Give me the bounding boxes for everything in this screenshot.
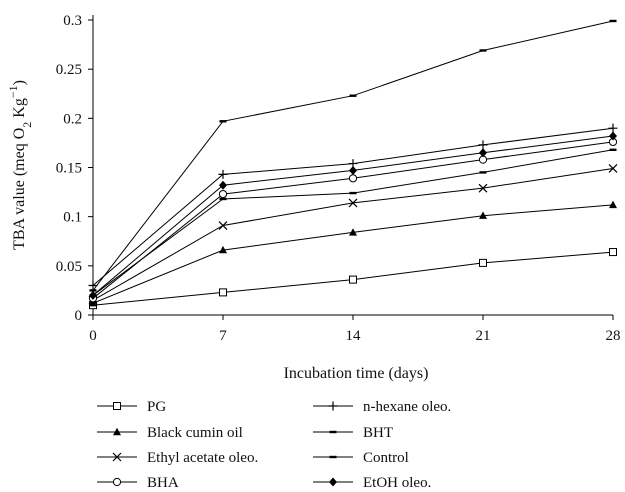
legend-marker — [329, 477, 337, 487]
data-point — [348, 174, 358, 183]
data-point — [219, 120, 227, 123]
data-point — [89, 299, 97, 307]
data-point — [349, 191, 357, 195]
legend-item: n-hexane oleo. — [313, 399, 451, 415]
y-axis-title-sup: −1 — [6, 85, 20, 98]
y-tick-label: 0.05 — [56, 259, 82, 275]
legend: PG Black cumin oil Ethyl acetate oleo. BHA n… — [97, 399, 451, 491]
data-point — [478, 183, 488, 193]
y-tick-label: 0.15 — [56, 161, 82, 177]
x-tick-label: 14 — [346, 328, 362, 344]
data-point — [479, 49, 487, 52]
legend-marker — [112, 452, 122, 462]
y-axis-title-prefix: TBA value (meq O — [11, 128, 28, 250]
legend-item: PG — [97, 399, 166, 415]
legend-item: EtOH oleo. — [313, 475, 431, 491]
series-line — [92, 204, 614, 304]
x-tick-label: 28 — [606, 328, 621, 344]
data-point — [349, 275, 357, 284]
legend-marker — [329, 455, 337, 459]
legend-label: Ethyl acetate oleo. — [147, 450, 258, 466]
legend-label: Control — [363, 450, 409, 466]
y-tick-label: 0.2 — [63, 111, 82, 127]
data-point — [348, 198, 358, 208]
data-point — [609, 148, 617, 151]
y-tick-label: 0 — [75, 308, 83, 324]
x-tick-label: 7 — [219, 328, 227, 344]
data-point — [219, 245, 227, 254]
series-pg — [89, 248, 617, 310]
series-line — [92, 127, 614, 286]
data-point — [349, 228, 357, 236]
y-tick-label: 0.1 — [63, 210, 82, 226]
series-control — [89, 19, 617, 292]
series-etoh-oleo — [89, 131, 617, 300]
data-point — [479, 148, 487, 158]
data-point — [608, 123, 618, 133]
data-point — [219, 180, 227, 190]
data-point — [609, 131, 617, 141]
data-point — [349, 165, 357, 175]
data-point — [479, 211, 487, 219]
plot-series — [88, 19, 618, 310]
data-point — [219, 197, 227, 201]
y-axis-title-mid: Kg — [11, 98, 28, 122]
legend-item: Control — [313, 450, 409, 466]
legend-label: EtOH oleo. — [363, 475, 431, 491]
data-point — [349, 94, 357, 97]
legend-label: BHT — [363, 425, 393, 441]
data-point — [218, 189, 228, 199]
data-point — [218, 169, 228, 179]
series-n-hexane-oleo — [88, 123, 618, 290]
x-tick-label: 21 — [476, 328, 491, 344]
legend-marker — [328, 401, 338, 411]
y-axis-title-sub: 2 — [20, 122, 34, 128]
x-tick-label: 0 — [89, 328, 97, 344]
legend-item: BHA — [97, 475, 179, 491]
data-point — [479, 171, 487, 174]
data-point — [89, 290, 97, 300]
axes: 0 0.05 0.1 0.15 0.2 0.25 0.3 0 7 14 21 28 — [56, 13, 621, 344]
data-point — [609, 19, 617, 23]
legend-label: n-hexane oleo. — [363, 399, 451, 415]
data-point — [219, 288, 227, 297]
legend-marker — [113, 427, 121, 436]
legend-item: Black cumin oil — [97, 425, 243, 441]
data-point — [88, 281, 98, 290]
data-point — [479, 258, 487, 267]
data-point — [609, 200, 617, 209]
legend-label: PG — [147, 399, 166, 415]
y-tick-label: 0.25 — [56, 62, 82, 78]
series-black-cumin-oil — [89, 200, 617, 307]
data-point — [89, 289, 97, 292]
legend-marker — [112, 477, 122, 487]
y-tick-label: 0.3 — [63, 13, 82, 29]
data-point — [608, 164, 618, 173]
y-axis-title-suffix: ) — [11, 80, 28, 85]
legend-label: Black cumin oil — [147, 425, 243, 441]
x-axis-title: Incubation time (days) — [284, 365, 429, 382]
legend-item: BHT — [313, 425, 393, 441]
legend-label: BHA — [147, 475, 179, 491]
legend-marker — [329, 430, 337, 434]
data-point — [609, 248, 617, 257]
data-point — [478, 140, 488, 150]
data-point — [218, 221, 228, 230]
y-axis-title: TBA value (meq O2 Kg−1) — [6, 80, 34, 250]
legend-item: Ethyl acetate oleo. — [97, 450, 258, 466]
legend-marker — [113, 402, 121, 410]
series-line — [92, 20, 614, 291]
